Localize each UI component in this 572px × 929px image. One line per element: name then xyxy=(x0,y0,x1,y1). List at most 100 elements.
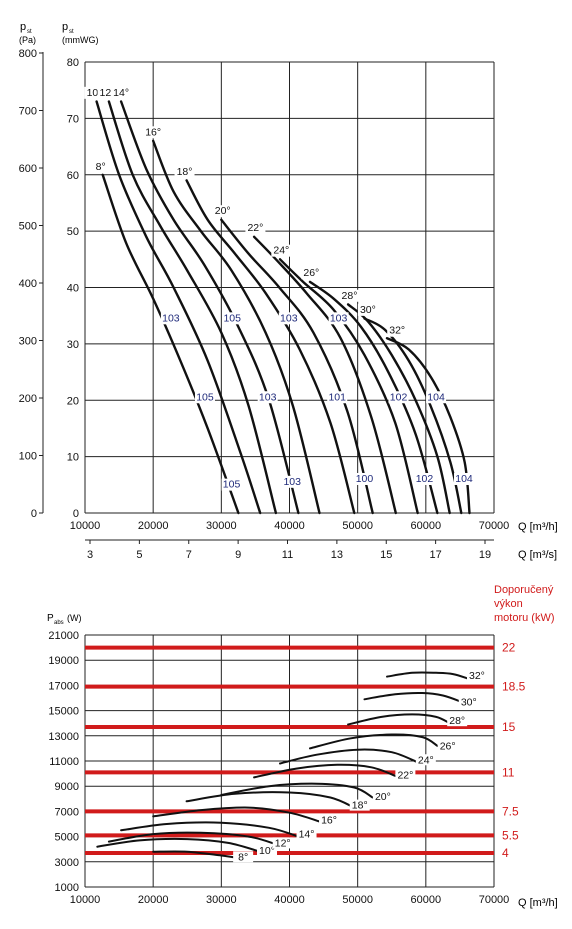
noise-level-label: 103 xyxy=(259,391,277,403)
power-x-tick-label: 40000 xyxy=(274,894,305,906)
pressure-curve-label: 32° xyxy=(389,325,405,337)
noise-label-bg xyxy=(278,312,299,325)
y-axis-title-mmwg-sub: st xyxy=(69,29,74,35)
pressure-y-tick-mmwg: 80 xyxy=(67,57,79,69)
power-curve-labels: 8° 10°12° 14° 16° 18° 20° 22° 24° 26° 28° 30° 32° xyxy=(233,669,487,863)
pressure-y-tick-pa: 300 xyxy=(19,336,37,348)
noise-label-bg xyxy=(328,312,349,325)
pressure-curve-14deg xyxy=(119,100,300,515)
power-curve-26deg xyxy=(309,733,439,750)
curve-label-bg xyxy=(271,244,292,257)
power-curve-18deg xyxy=(185,791,356,809)
m3s-tick-label: 19 xyxy=(479,549,491,561)
pressure-grid xyxy=(84,61,495,514)
pressure-y-tick-pa: 400 xyxy=(19,278,37,290)
m3s-tick-label: 15 xyxy=(380,549,392,561)
pressure-y-tick-mmwg: 10 xyxy=(67,452,79,464)
power-label-bg xyxy=(395,769,416,781)
noise-level-label: 100 xyxy=(356,473,374,485)
pressure-curve-24deg xyxy=(278,258,419,515)
power-y-title-sub: abs xyxy=(54,620,64,626)
curve-label-bg xyxy=(357,303,378,316)
pressure-curve-label: 28° xyxy=(342,290,358,302)
pressure-curve-label: 26° xyxy=(303,267,319,279)
noise-level-label: 103 xyxy=(280,312,298,324)
pressure-x-tick-label: 40000 xyxy=(274,520,305,532)
noise-label-bg xyxy=(160,312,181,325)
power-chart: 10000 20000 30000 40000 50000 60000 70000 1000 3… xyxy=(48,630,525,906)
power-y-tick-label: 3000 xyxy=(55,857,79,869)
power-curve-22deg xyxy=(253,763,397,779)
pressure-y-tick-mmwg: 60 xyxy=(67,170,79,182)
power-label-bg xyxy=(437,740,458,752)
curve-label-bg xyxy=(174,165,195,178)
noise-level-label: 104 xyxy=(427,391,445,403)
motor-power-label: 4 xyxy=(502,846,509,860)
noise-label-bg xyxy=(327,391,348,404)
pressure-y-tick-mmwg: 0 xyxy=(73,508,79,520)
noise-label-bg xyxy=(222,312,243,325)
power-x-tick-label: 50000 xyxy=(342,894,373,906)
power-curve-16deg xyxy=(152,806,321,823)
pressure-curve-label: 22° xyxy=(247,222,263,234)
pressure-axes: 10000 20000 30000 40000 50000 60000 7000001020… xyxy=(19,48,510,561)
m3s-tick-label: 5 xyxy=(136,549,142,561)
pressure-curve-16deg xyxy=(152,139,321,515)
pressure-y-tick-pa: 200 xyxy=(19,393,37,405)
m3s-tick-label: 13 xyxy=(331,549,343,561)
power-curve-label: 32° xyxy=(469,670,485,682)
noise-label-bg xyxy=(388,391,409,404)
pressure-y-tick-pa: 0 xyxy=(31,508,37,520)
pressure-y-tick-mmwg: 40 xyxy=(67,283,79,295)
pressure-curve-20deg xyxy=(220,218,374,515)
power-curves xyxy=(96,671,471,859)
noise-level-label: 102 xyxy=(416,473,434,485)
m3s-tick-label: 17 xyxy=(430,549,442,561)
power-curve-8deg xyxy=(152,850,240,859)
power-x-tick-label: 30000 xyxy=(206,894,237,906)
pressure-y-tick-mmwg: 20 xyxy=(67,395,79,407)
power-curve-label: 28° xyxy=(449,715,465,727)
y-axis-title-mmwg-p: p xyxy=(62,21,68,33)
power-label-bg xyxy=(415,754,436,766)
pressure-curve-label: 8° xyxy=(96,161,106,173)
pressure-curve-label: 18° xyxy=(177,166,193,178)
power-y-tick-label: 7000 xyxy=(55,806,79,818)
y-axis-title-pa-sub: st xyxy=(27,29,32,35)
pressure-curve-18deg xyxy=(185,179,356,515)
power-y-tick-label: 13000 xyxy=(48,731,79,743)
pressure-curve-labels: 8°10°12°14°16°18°20°22°24°26°28°30°32° xyxy=(84,86,408,337)
curve-label-bg xyxy=(212,205,233,218)
power-label-bg xyxy=(272,837,293,849)
power-curve-label: 18° xyxy=(352,800,368,812)
noise-label-bg xyxy=(354,472,375,485)
curve-label-bg xyxy=(90,161,111,174)
power-label-bg xyxy=(447,715,468,727)
m3s-tick-label: 9 xyxy=(235,549,241,561)
noise-level-label: 103 xyxy=(283,476,301,488)
pressure-x-tick-label: 20000 xyxy=(138,520,169,532)
power-y-tick-label: 5000 xyxy=(55,832,79,844)
power-label-bg xyxy=(319,814,340,826)
motor-title-line1: Doporučený xyxy=(494,584,554,596)
pressure-curve-10deg xyxy=(95,100,262,515)
m3s-tick-label: 11 xyxy=(282,549,293,561)
x-axis-title-m3s: Q [m³/s] xyxy=(518,549,557,561)
power-y-tick-label: 11000 xyxy=(49,756,79,768)
pressure-x-tick-label: 70000 xyxy=(479,520,510,532)
y-axis-title-mmwg-unit: (mmWG) xyxy=(62,35,98,45)
curve-label-bg xyxy=(111,86,132,99)
noise-label-bg xyxy=(282,475,303,488)
power-curve-10deg xyxy=(96,837,262,853)
power-curve-label: 24° xyxy=(418,754,434,766)
pressure-y-tick-mmwg: 70 xyxy=(67,113,79,125)
power-x-tick-label: 70000 xyxy=(479,894,510,906)
power-label-bg xyxy=(257,844,278,856)
noise-level-label: 103 xyxy=(162,312,180,324)
power-curve-24deg xyxy=(279,748,419,765)
power-x-tick-label: 60000 xyxy=(411,894,442,906)
power-y-tick-label: 1000 xyxy=(55,882,79,894)
power-curve-label: 20° xyxy=(375,791,391,803)
pressure-x-tick-label: 30000 xyxy=(206,520,237,532)
pressure-y-tick-pa: 700 xyxy=(19,106,37,118)
